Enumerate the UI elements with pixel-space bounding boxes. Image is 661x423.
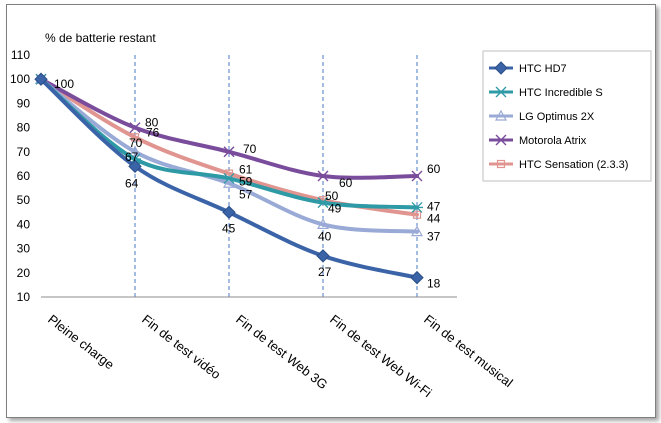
data-point <box>223 146 235 158</box>
data-label: 64 <box>125 176 139 190</box>
x-tick-label: Fin de test Web 3G <box>233 312 330 393</box>
data-label: 67 <box>125 150 139 164</box>
y-tick-label: 40 <box>17 217 31 231</box>
data-label: 49 <box>328 202 342 216</box>
data-point <box>222 205 236 220</box>
y-tick-label: 110 <box>11 48 30 62</box>
legend-marker <box>494 61 508 75</box>
data-point <box>410 225 424 237</box>
data-point <box>317 170 329 182</box>
y-tick-label: 10 <box>17 290 31 304</box>
battery-line-chart: % de batterie restant 102030405060708090… <box>10 31 652 401</box>
data-label: 70 <box>243 142 257 156</box>
data-label: 100 <box>54 77 74 91</box>
y-tick-label: 80 <box>17 121 31 135</box>
legend-label: HTC Sensation (2.3.3) <box>519 159 628 171</box>
data-label: 40 <box>318 229 332 243</box>
y-tick-label: 70 <box>17 145 31 159</box>
data-label: 45 <box>222 221 236 235</box>
legend-label: LG Optimus 2X <box>519 111 595 123</box>
chart-frame: % de batterie restant 10 20 30 40 50 60 70 80 90… <box>6 4 656 418</box>
data-label: 18 <box>427 277 441 291</box>
data-point <box>129 122 141 134</box>
data-point <box>316 249 330 263</box>
y-tick-label: 60 <box>17 169 31 183</box>
y-tick-label: 20 <box>17 266 31 280</box>
data-point <box>128 159 142 174</box>
data-label: 76 <box>146 125 160 139</box>
data-point <box>411 202 423 213</box>
data-point <box>128 145 142 157</box>
y-tick-label: 100 <box>10 72 30 86</box>
data-label: 27 <box>318 265 332 279</box>
data-label: 60 <box>339 176 353 190</box>
legend-label: HTC Incredible S <box>519 87 603 99</box>
y-tick-label: 50 <box>17 193 31 207</box>
data-point <box>412 210 422 219</box>
data-label: 61 <box>239 163 253 177</box>
data-label: 60 <box>427 162 441 176</box>
data-point <box>130 133 140 142</box>
legend-marker <box>495 86 507 98</box>
data-label: 37 <box>427 230 441 244</box>
data-point <box>222 177 236 188</box>
legend-marker <box>494 109 508 121</box>
series-layer <box>34 72 424 285</box>
data-label: 50 <box>325 189 339 203</box>
legend-marker <box>495 134 507 146</box>
data-point <box>223 172 235 184</box>
chart-title: % de batterie restant <box>45 31 156 45</box>
y-tick-label: 30 <box>17 242 31 256</box>
legend-marker <box>496 159 506 169</box>
data-point <box>316 218 330 229</box>
x-tick-label: Fin de test Web Wi-Fi <box>327 312 435 401</box>
series-line <box>39 77 419 234</box>
legend-label: HTC HD7 <box>519 63 567 75</box>
data-label: 57 <box>239 187 253 201</box>
x-tick-label: Pleine charge <box>45 312 117 373</box>
data-label: 44 <box>427 212 441 226</box>
legend-label: Motorola Atrix <box>519 135 587 147</box>
x-tick-label: Fin de test vidéo <box>139 312 223 383</box>
data-label: 70 <box>129 136 143 150</box>
data-label: 59 <box>239 174 253 188</box>
y-tick-label: 90 <box>17 96 31 110</box>
data-point <box>410 270 424 285</box>
data-label: 80 <box>145 116 159 130</box>
data-point <box>34 72 48 86</box>
data-point <box>411 170 423 182</box>
legend: HTC HD7 HTC Incredible S LG Optimus 2X Moto… <box>482 50 652 182</box>
x-tick-label: Fin de test musical <box>421 312 516 391</box>
data-point <box>317 197 329 209</box>
data-label: 47 <box>427 199 441 213</box>
